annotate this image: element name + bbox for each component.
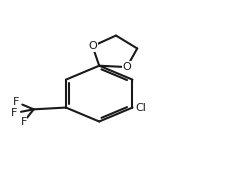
Text: O: O bbox=[88, 41, 97, 51]
Text: O: O bbox=[123, 62, 131, 72]
Text: F: F bbox=[13, 97, 20, 107]
Text: Cl: Cl bbox=[135, 103, 146, 112]
Text: F: F bbox=[21, 117, 27, 127]
Text: F: F bbox=[11, 108, 18, 118]
